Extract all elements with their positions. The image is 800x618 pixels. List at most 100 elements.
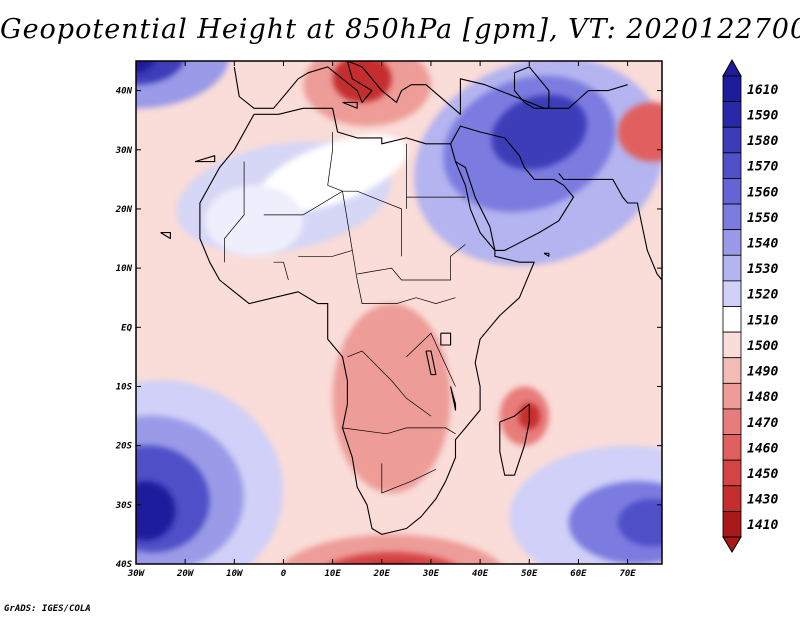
colorbar-label: 1490: [747, 365, 778, 380]
colorbar-label: 1470: [747, 416, 778, 431]
colorbar-swatch: [722, 75, 742, 103]
colorbar-swatch: [722, 382, 742, 410]
colorbar-label: 1480: [747, 390, 778, 405]
country-border: [342, 191, 456, 304]
colorbar-label: 1460: [747, 441, 778, 456]
colorbar-label: 1530: [747, 262, 778, 277]
colorbar-swatch: [722, 152, 742, 179]
coastline-sicily: [342, 101, 358, 109]
colorbar-label: 1450: [747, 467, 778, 482]
x-tick-label: 50E: [521, 569, 538, 579]
country-border: [273, 261, 289, 281]
colorbar-swatch: [722, 434, 742, 461]
colorbar-label: 1410: [747, 518, 778, 533]
colorbar-label: 1510: [747, 313, 778, 328]
colorbar-label: 1590: [747, 108, 778, 123]
coastline-madagascar: [499, 403, 530, 476]
shade-southern-africa-trough: [332, 303, 451, 493]
y-tick-label: 30S: [115, 501, 133, 511]
shade-indian-1570: [617, 498, 662, 547]
coastline-lake-victoria: [440, 332, 452, 346]
coastline-lake-tanganyika: [425, 350, 437, 376]
country-border: [347, 350, 432, 417]
colorbar-label: 1560: [747, 185, 778, 200]
colorbar-swatch: [722, 254, 742, 282]
colorbar: 1610 1590 1580 1570 1560 1550 1540 1530 1520 1510…: [722, 58, 778, 553]
country-border: [327, 132, 343, 192]
x-tick-label: 30E: [422, 569, 440, 579]
country-border: [263, 190, 402, 257]
country-border: [224, 161, 245, 263]
colorbar-swatch: [722, 357, 742, 384]
country-border: [298, 250, 353, 257]
colorbar-label: 1540: [747, 236, 778, 251]
colorbar-swatch: [722, 408, 742, 435]
x-tick-label: 70E: [619, 569, 636, 579]
colorbar-swatch: [722, 331, 742, 359]
coastline-canary-islands: [194, 155, 216, 163]
grads-credit: GrADS: IGES/COLA: [4, 604, 91, 614]
coastline-africa-coast: [199, 107, 535, 535]
x-tick-label: 60E: [570, 569, 587, 579]
y-tick-label: 10N: [116, 264, 133, 274]
x-tick-label: 20E: [373, 569, 391, 579]
coastline-socotra: [543, 252, 550, 257]
x-tick-label: 0: [281, 569, 287, 579]
shade-asia-low: [617, 102, 662, 162]
y-tick-label: 40S: [116, 560, 133, 570]
colorbar-label: 1520: [747, 288, 778, 303]
colorbar-arrow-bottom: [722, 536, 742, 553]
colorbar-label: 1550: [747, 211, 778, 226]
colorbar-swatch: [722, 510, 742, 538]
colorbar-label: 1570: [747, 160, 778, 175]
coastline-caspian-sea: [513, 66, 550, 109]
colorbar-swatch: [722, 229, 742, 256]
field-layer: [136, 61, 662, 564]
coastlines: [160, 61, 662, 535]
y-tick-label: 30N: [115, 146, 133, 156]
y-tick-label: 40N: [116, 87, 133, 97]
country-border: [406, 143, 466, 209]
colorbar-swatch: [722, 459, 742, 487]
y-tick-label: EQ: [121, 323, 132, 333]
country-border: [357, 244, 466, 281]
coastline-europe-north: [233, 61, 628, 115]
shade-med-low-inner: [332, 61, 392, 103]
colorbar-arrow-top: [722, 58, 742, 77]
colorbar-swatch: [722, 280, 742, 307]
colorbar-swatch: [722, 203, 742, 231]
coastline-arabia: [450, 125, 575, 251]
x-tick-label: 20W: [176, 569, 195, 579]
x-tick-label: 10E: [325, 569, 342, 579]
shade-atlantic-ne-core: [136, 61, 155, 73]
y-tick-label: 20S: [115, 442, 133, 452]
shade-north-africa-white: [258, 134, 408, 213]
colorbar-swatch: [722, 101, 742, 128]
x-tick-label: 10W: [226, 569, 244, 579]
coastline-cape-verde: [160, 232, 171, 240]
y-tick-label: 20N: [115, 205, 133, 215]
axes: 30W 20W 10W 0 10E 20E 30E 40E 50E 60E 70E 40N 30N 20N…: [115, 61, 662, 579]
colorbar-swatch: [722, 306, 742, 333]
colorbar-label: 1610: [747, 83, 778, 98]
colorbar-swatch: [722, 485, 742, 512]
shade-south-low-mid: [328, 552, 455, 564]
shade-south-low-outer: [282, 534, 501, 564]
plot-area: [135, 60, 663, 565]
plot-frame: [135, 60, 663, 565]
coastline-asia-south: [558, 173, 662, 281]
country-border: [381, 463, 437, 494]
x-tick-label: 30W: [127, 569, 146, 579]
colorbar-swatch: [722, 126, 742, 154]
x-tick-label: 40E: [472, 569, 489, 579]
country-border: [342, 427, 456, 435]
colorbar-swatch: [722, 178, 742, 205]
shade-west-africa-white: [204, 185, 304, 257]
colorbar-label: 1430: [747, 493, 778, 508]
colorbar-label: 1580: [747, 134, 778, 149]
chart-title: Geopotential Height at 850hPa [gpm], VT:…: [0, 14, 800, 45]
y-tick-label: 10S: [116, 382, 133, 392]
colorbar-label: 1500: [747, 339, 778, 354]
coastline-lake-malawi: [450, 386, 457, 411]
